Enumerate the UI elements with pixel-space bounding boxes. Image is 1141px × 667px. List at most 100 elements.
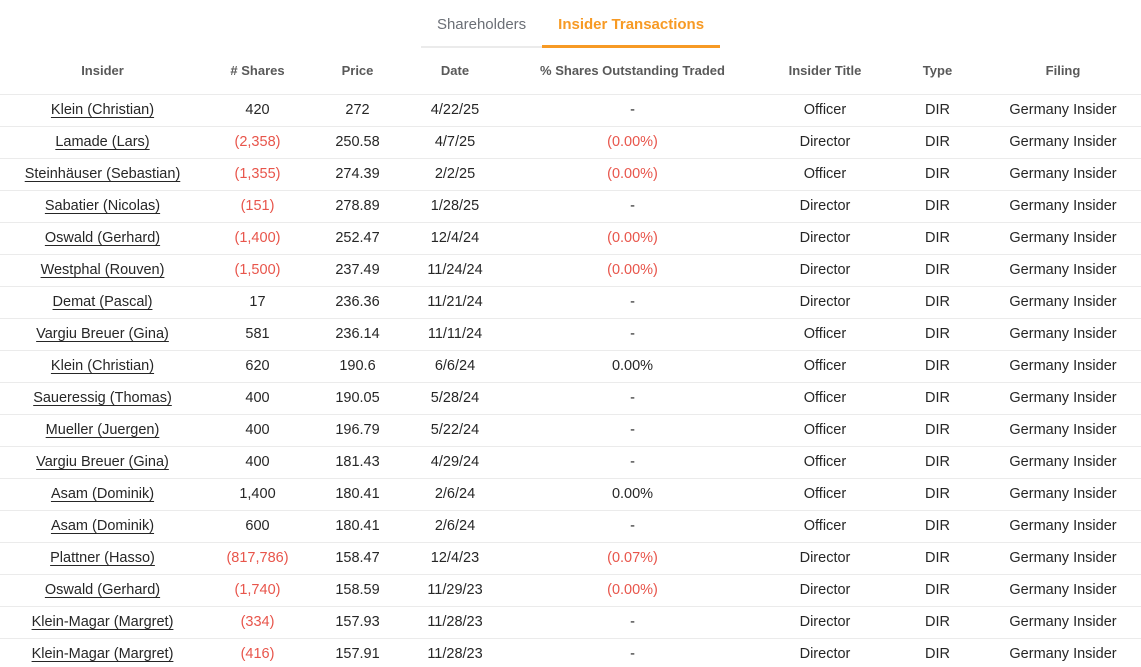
cell-price: 157.93 — [310, 606, 405, 639]
cell-date: 5/28/24 — [405, 382, 505, 415]
cell-title: Director — [760, 638, 890, 667]
cell-shares: 581 — [205, 318, 310, 351]
table-row: Klein (Christian) 620 190.6 6/6/24 0.00% Offi… — [0, 350, 1141, 383]
cell-price: 158.59 — [310, 574, 405, 607]
cell-date: 11/29/23 — [405, 574, 505, 607]
cell-pct_outstanding: - — [505, 382, 760, 415]
insider-name-link[interactable]: Oswald (Gerhard) — [44, 582, 161, 598]
cell-shares: (1,740) — [205, 574, 310, 607]
insider-name-link[interactable]: Demat (Pascal) — [52, 294, 153, 310]
insider-name-link[interactable]: Westphal (Rouven) — [40, 262, 165, 278]
cell-filing: Germany Insider — [985, 542, 1141, 575]
table-row: Plattner (Hasso) (817,786) 158.47 12/4/23 (0… — [0, 542, 1141, 575]
column-header-6: Type — [890, 48, 985, 95]
cell-type: DIR — [890, 606, 985, 639]
insider-name-link[interactable]: Oswald (Gerhard) — [44, 230, 161, 246]
cell-filing: Germany Insider — [985, 222, 1141, 255]
cell-insider: Asam (Dominik) — [0, 478, 205, 511]
table-row: Steinhäuser (Sebastian) (1,355) 274.39 2/2/… — [0, 158, 1141, 191]
cell-pct_outstanding: - — [505, 190, 760, 223]
cell-pct_outstanding: (0.00%) — [505, 126, 760, 159]
insider-name-link[interactable]: Klein (Christian) — [50, 102, 155, 118]
cell-insider: Klein (Christian) — [0, 350, 205, 383]
cell-date: 6/6/24 — [405, 350, 505, 383]
cell-title: Director — [760, 190, 890, 223]
cell-type: DIR — [890, 222, 985, 255]
cell-insider: Vargiu Breuer (Gina) — [0, 446, 205, 479]
cell-filing: Germany Insider — [985, 382, 1141, 415]
table-row: Klein-Magar (Margret) (416) 157.91 11/28/23… — [0, 638, 1141, 667]
cell-filing: Germany Insider — [985, 446, 1141, 479]
cell-type: DIR — [890, 638, 985, 667]
cell-pct_outstanding: - — [505, 638, 760, 667]
cell-type: DIR — [890, 318, 985, 351]
cell-pct_outstanding: (0.00%) — [505, 574, 760, 607]
cell-shares: (1,500) — [205, 254, 310, 287]
cell-date: 4/29/24 — [405, 446, 505, 479]
cell-filing: Germany Insider — [985, 126, 1141, 159]
cell-title: Director — [760, 254, 890, 287]
cell-type: DIR — [890, 158, 985, 191]
cell-pct_outstanding: (0.07%) — [505, 542, 760, 575]
cell-type: DIR — [890, 510, 985, 543]
cell-pct_outstanding: (0.00%) — [505, 254, 760, 287]
cell-price: 190.6 — [310, 350, 405, 383]
table-row: Westphal (Rouven) (1,500) 237.49 11/24/24 (0… — [0, 254, 1141, 287]
cell-price: 180.41 — [310, 510, 405, 543]
insider-name-link[interactable]: Vargiu Breuer (Gina) — [36, 454, 169, 470]
insider-name-link[interactable]: Asam (Dominik) — [50, 486, 155, 502]
cell-date: 12/4/23 — [405, 542, 505, 575]
cell-date: 11/28/23 — [405, 638, 505, 667]
cell-date: 1/28/25 — [405, 190, 505, 223]
insider-name-link[interactable]: Steinhäuser (Sebastian) — [24, 166, 181, 182]
cell-insider: Vargiu Breuer (Gina) — [0, 318, 205, 351]
column-header-7: Filing — [985, 48, 1141, 95]
table-header-row: Insider # Shares Price Date% Shares Outstan… — [0, 48, 1141, 95]
insider-name-link[interactable]: Sabatier (Nicolas) — [44, 198, 161, 214]
insider-name-link[interactable]: Klein (Christian) — [50, 358, 155, 374]
cell-title: Officer — [760, 318, 890, 351]
cell-filing: Germany Insider — [985, 478, 1141, 511]
insider-name-link[interactable]: Mueller (Juergen) — [45, 422, 160, 438]
cell-title: Director — [760, 606, 890, 639]
cell-filing: Germany Insider — [985, 254, 1141, 287]
cell-insider: Demat (Pascal) — [0, 286, 205, 319]
cell-price: 180.41 — [310, 478, 405, 511]
cell-shares: (817,786) — [205, 542, 310, 575]
column-header-3: Date — [405, 48, 505, 95]
cell-title: Director — [760, 126, 890, 159]
insider-name-link[interactable]: Vargiu Breuer (Gina) — [36, 326, 169, 342]
cell-type: DIR — [890, 190, 985, 223]
cell-date: 5/22/24 — [405, 414, 505, 447]
cell-filing: Germany Insider — [985, 414, 1141, 447]
cell-title: Officer — [760, 478, 890, 511]
cell-title: Director — [760, 286, 890, 319]
cell-filing: Germany Insider — [985, 158, 1141, 191]
insider-name-link[interactable]: Klein-Magar (Margret) — [31, 646, 174, 662]
insider-name-link[interactable]: Plattner (Hasso) — [50, 550, 155, 566]
cell-title: Officer — [760, 414, 890, 447]
cell-shares: (2,358) — [205, 126, 310, 159]
cell-filing: Germany Insider — [985, 350, 1141, 383]
tab-shareholders[interactable]: Shareholders — [420, 8, 543, 48]
insider-name-link[interactable]: Lamade (Lars) — [55, 134, 150, 150]
cell-pct_outstanding: - — [505, 606, 760, 639]
cell-type: DIR — [890, 574, 985, 607]
cell-type: DIR — [890, 446, 985, 479]
cell-type: DIR — [890, 94, 985, 127]
insider-name-link[interactable]: Klein-Magar (Margret) — [31, 614, 174, 630]
cell-date: 2/6/24 — [405, 510, 505, 543]
cell-pct_outstanding: - — [505, 510, 760, 543]
insider-name-link[interactable]: Asam (Dominik) — [50, 518, 155, 534]
table-row: Vargiu Breuer (Gina) 400 181.43 4/29/24- Off… — [0, 446, 1141, 479]
cell-price: 278.89 — [310, 190, 405, 223]
insider-name-link[interactable]: Saueressig (Thomas) — [33, 390, 172, 406]
cell-type: DIR — [890, 350, 985, 383]
cell-price: 181.43 — [310, 446, 405, 479]
column-header-5: Insider Title — [760, 48, 890, 95]
table-row: Lamade (Lars) (2,358) 250.58 4/7/25 (0.00%) D… — [0, 126, 1141, 159]
table-row: Asam (Dominik) 1,400 180.41 2/6/24 0.00% Offi… — [0, 478, 1141, 511]
cell-insider: Asam (Dominik) — [0, 510, 205, 543]
cell-shares: 17 — [205, 286, 310, 319]
tab-insider-transactions[interactable]: Insider Transactions — [542, 8, 721, 48]
